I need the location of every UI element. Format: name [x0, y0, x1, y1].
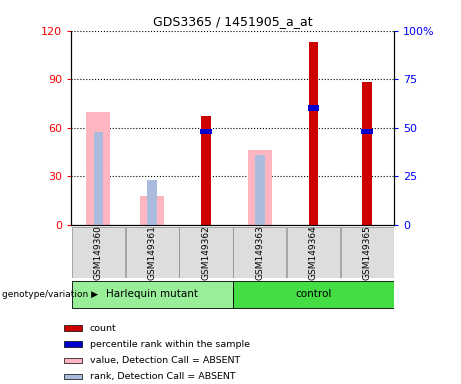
Title: GDS3365 / 1451905_a_at: GDS3365 / 1451905_a_at	[153, 15, 313, 28]
Text: GSM149363: GSM149363	[255, 225, 264, 280]
Text: genotype/variation ▶: genotype/variation ▶	[2, 290, 98, 300]
Bar	[64, 374, 82, 379]
Bar	[94, 132, 103, 225]
Bar	[361, 129, 373, 134]
Bar	[255, 155, 265, 225]
Bar	[64, 341, 82, 347]
Text: value, Detection Call = ABSENT: value, Detection Call = ABSENT	[89, 356, 240, 365]
Bar	[86, 111, 111, 225]
Bar	[179, 227, 232, 278]
Bar	[341, 227, 394, 278]
Bar	[201, 116, 211, 225]
Text: percentile rank within the sample: percentile rank within the sample	[89, 340, 250, 349]
Bar	[309, 42, 318, 225]
Bar	[148, 180, 157, 225]
Text: Harlequin mutant: Harlequin mutant	[106, 289, 198, 299]
Text: GSM149361: GSM149361	[148, 225, 157, 280]
Text: control: control	[296, 289, 331, 299]
Bar	[362, 83, 372, 225]
Bar	[72, 281, 232, 308]
Text: GSM149364: GSM149364	[309, 225, 318, 280]
Text: count: count	[89, 324, 117, 333]
Bar	[233, 227, 286, 278]
Bar	[64, 358, 82, 363]
Bar	[248, 150, 272, 225]
Bar	[72, 227, 125, 278]
Bar	[140, 195, 164, 225]
Bar	[287, 227, 340, 278]
Bar	[64, 325, 82, 331]
Text: GSM149362: GSM149362	[201, 225, 210, 280]
Text: GSM149365: GSM149365	[363, 225, 372, 280]
Bar	[307, 106, 319, 111]
Text: GSM149360: GSM149360	[94, 225, 103, 280]
Bar	[233, 281, 394, 308]
Bar	[125, 227, 179, 278]
Text: rank, Detection Call = ABSENT: rank, Detection Call = ABSENT	[89, 372, 235, 381]
Bar	[200, 129, 212, 134]
